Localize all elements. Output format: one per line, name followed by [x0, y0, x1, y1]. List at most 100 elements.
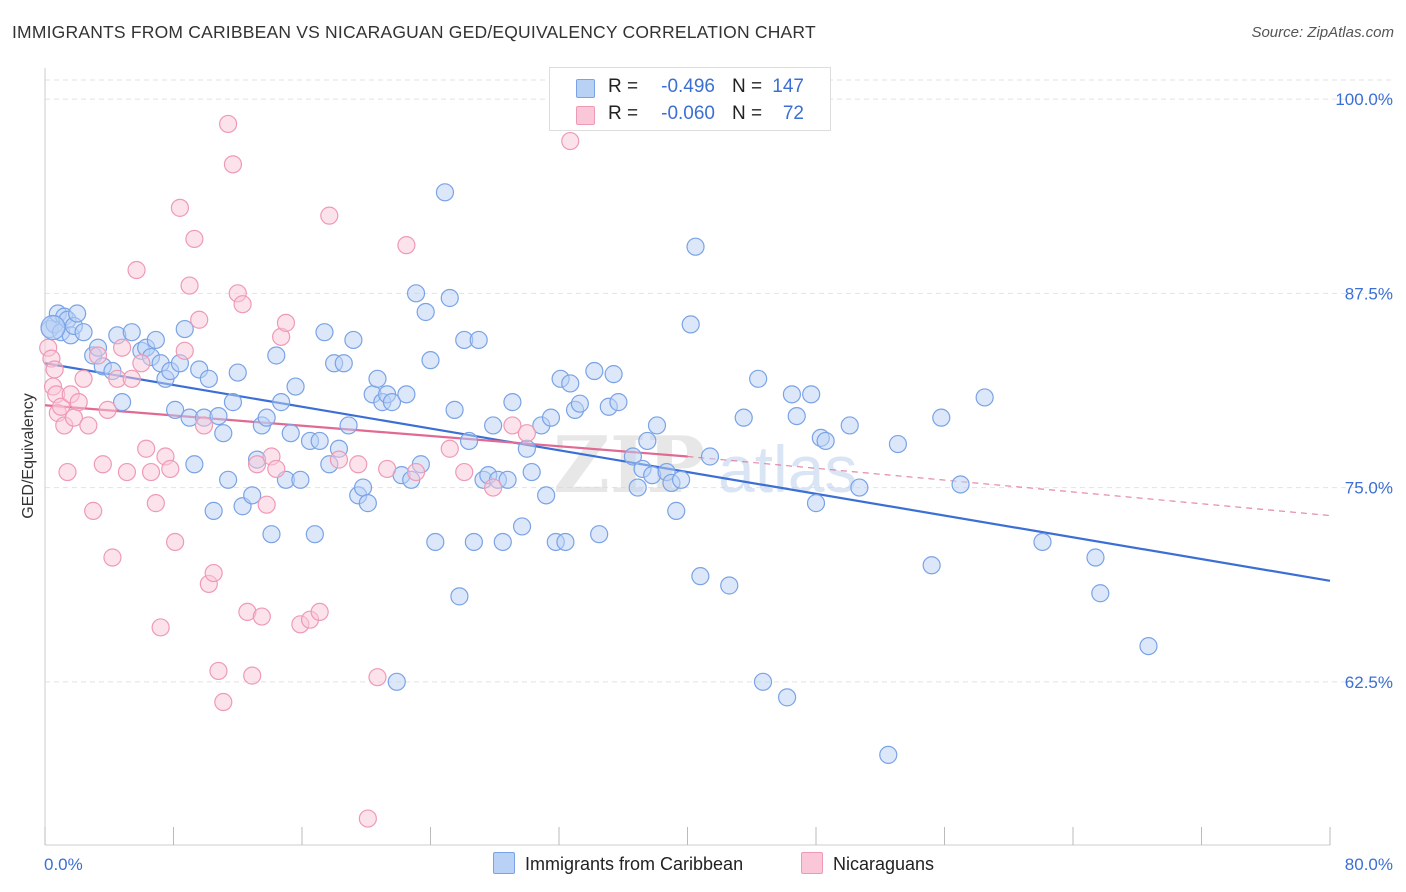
caribbean-point	[40, 314, 66, 341]
caribbean-point	[951, 475, 970, 494]
nicaraguan-point	[214, 692, 233, 712]
legend-r-label: R =	[608, 76, 639, 97]
caribbean-point	[291, 470, 310, 489]
nicaraguan-point	[455, 462, 474, 482]
nicaraguan-point	[252, 607, 271, 626]
caribbean-point	[975, 388, 994, 407]
y-tick-label: 62.5%	[1345, 673, 1393, 692]
y-tick-label: 100.0%	[1335, 90, 1393, 109]
y-tick-label: 87.5%	[1345, 284, 1393, 303]
caribbean-point	[450, 587, 469, 606]
legend-n-label: N =	[732, 103, 763, 124]
caribbean-point	[503, 393, 522, 412]
caribbean-point	[440, 288, 459, 308]
nicaraguan-point	[185, 229, 204, 249]
caribbean-point	[353, 478, 373, 497]
nicaraguan-point	[45, 360, 64, 379]
caribbean-trend-line	[44, 362, 1331, 582]
nicaraguan-point	[484, 478, 503, 497]
nicaraguan-point	[517, 424, 536, 443]
nicaraguan-point	[170, 198, 190, 217]
nicaraguan-trend-extension	[687, 455, 1331, 517]
nicaraguan-point	[175, 341, 194, 360]
nicaraguan-point	[166, 532, 185, 552]
nicaraguan-point	[329, 450, 349, 469]
nicaraguan-point	[368, 668, 387, 687]
caribbean-point	[358, 494, 377, 513]
nicaraguan-point	[93, 455, 112, 474]
caribbean-point	[1033, 532, 1052, 552]
caribbean-point	[609, 393, 628, 412]
caribbean-point	[638, 431, 657, 451]
caribbean-point	[561, 374, 580, 393]
nicaraguan-point	[127, 260, 146, 280]
caribbean-point	[932, 408, 951, 427]
caribbean-point	[339, 416, 358, 435]
caribbean-point	[228, 363, 247, 382]
legend-swatch-caribbean	[576, 79, 595, 98]
caribbean-point	[681, 315, 700, 334]
nicaraguan-point	[204, 563, 223, 583]
caribbean-point	[344, 330, 363, 350]
nicaraguan-point	[257, 495, 276, 514]
caribbean-point	[421, 351, 440, 370]
caribbean-point	[334, 354, 353, 373]
legend-swatch-nicaraguans	[801, 852, 823, 874]
caribbean-point	[720, 576, 739, 595]
caribbean-point	[243, 486, 262, 505]
nicaraguan-point	[233, 295, 252, 314]
caribbean-point	[522, 462, 541, 482]
caribbean-point	[1091, 584, 1110, 603]
caribbean-point	[604, 365, 623, 384]
tick-labels: 62.5% 75.0% 87.5% 100.0% 0.0% 80.0% GED/Equiva…	[20, 90, 1393, 874]
caribbean-point	[257, 408, 276, 427]
caribbean-point	[382, 393, 402, 412]
caribbean-point	[68, 304, 87, 323]
x-tick-label: 80.0%	[1345, 855, 1393, 874]
caribbean-point	[310, 431, 329, 451]
caribbean-point	[146, 330, 165, 350]
nicaraguan-point	[180, 276, 199, 295]
caribbean-point	[537, 486, 556, 505]
caribbean-point	[888, 434, 908, 454]
nicaraguan-point	[151, 618, 170, 637]
caribbean-point	[623, 447, 642, 466]
nicaraguan-point	[440, 439, 459, 458]
caribbean-point	[541, 408, 561, 427]
nicaraguan-point	[276, 313, 296, 332]
caribbean-point	[281, 424, 300, 443]
nicaraguan-point	[58, 462, 77, 482]
caribbean-point	[219, 470, 238, 489]
nicaraguan-point	[209, 661, 228, 681]
nicaraguan-point	[122, 369, 141, 388]
nicaraguan-point	[84, 501, 103, 520]
nicaraguan-point	[88, 346, 108, 365]
y-axis-label: GED/Equivalency	[20, 393, 37, 518]
caribbean-point	[459, 431, 479, 451]
caribbean-point	[416, 302, 435, 322]
nicaraguan-point	[161, 459, 180, 479]
chart-source: Source: ZipAtlas.com	[1251, 24, 1394, 41]
caribbean-point	[806, 494, 826, 513]
nicaraguan-point	[132, 354, 151, 373]
nicaraguan-point	[561, 131, 580, 151]
legend-n-value: 72	[782, 103, 804, 124]
nicaraguan-point	[243, 666, 262, 685]
x-tick-label: 0.0%	[44, 855, 83, 874]
nicaraguan-point	[51, 397, 71, 416]
nicaraguan-point	[378, 459, 397, 479]
watermark: ZIP atlas	[553, 420, 857, 511]
caribbean-point	[647, 416, 667, 435]
caribbean-point	[879, 745, 898, 764]
caribbean-point	[445, 400, 464, 419]
chart-title: IMMIGRANTS FROM CARIBBEAN VS NICARAGUAN …	[12, 22, 816, 42]
caribbean-point	[590, 525, 609, 544]
caribbean-point	[305, 525, 324, 544]
nicaraguan-point	[74, 369, 93, 388]
nicaraguan-point	[320, 206, 339, 225]
caribbean-point	[734, 408, 753, 427]
legend-r-label: R =	[608, 103, 639, 124]
caribbean-point	[185, 455, 204, 474]
legend-n-value: 147	[772, 76, 804, 97]
